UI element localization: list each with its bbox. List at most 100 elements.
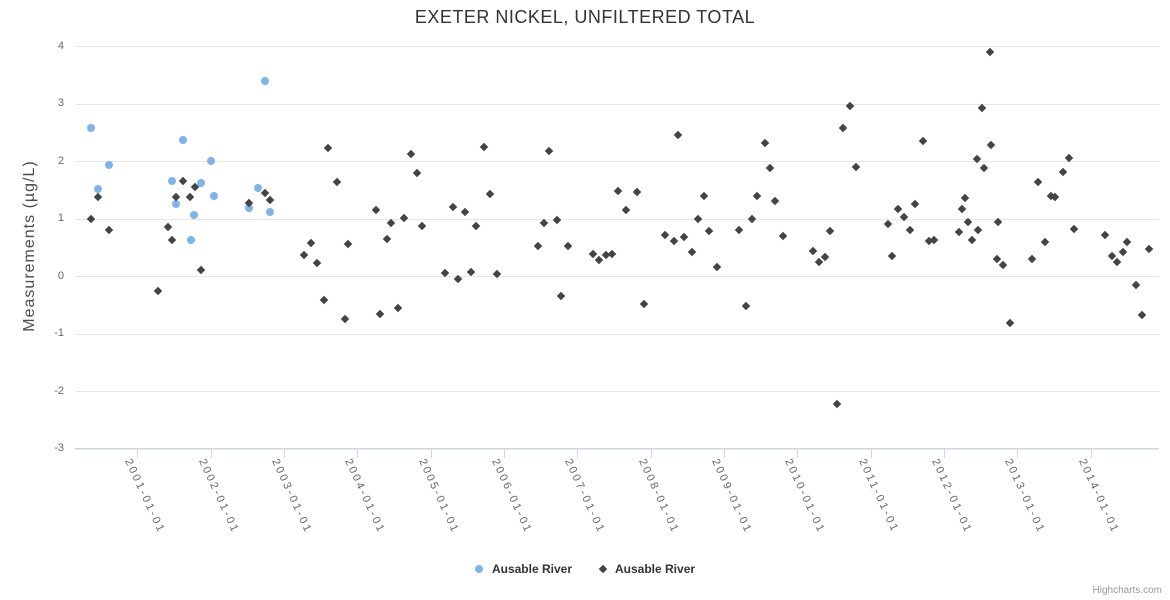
data-point[interactable] bbox=[382, 234, 391, 243]
data-point[interactable] bbox=[669, 236, 679, 246]
data-point[interactable] bbox=[178, 136, 187, 145]
data-point[interactable] bbox=[680, 232, 689, 242]
data-point[interactable] bbox=[747, 214, 757, 224]
data-point[interactable] bbox=[838, 123, 847, 133]
data-point[interactable] bbox=[705, 226, 714, 236]
data-point[interactable] bbox=[485, 189, 495, 199]
data-point[interactable] bbox=[1005, 318, 1015, 327]
data-point[interactable] bbox=[393, 303, 402, 312]
data-point[interactable] bbox=[985, 48, 995, 57]
data-point[interactable] bbox=[633, 187, 642, 197]
data-point[interactable] bbox=[306, 238, 316, 247]
data-point[interactable] bbox=[972, 155, 982, 164]
data-point[interactable] bbox=[693, 214, 702, 223]
data-point[interactable] bbox=[905, 225, 915, 235]
data-point[interactable] bbox=[1027, 254, 1037, 263]
data-point[interactable] bbox=[340, 314, 350, 323]
data-point[interactable] bbox=[266, 208, 275, 217]
data-point[interactable] bbox=[104, 161, 113, 170]
data-point[interactable] bbox=[832, 399, 842, 408]
data-point[interactable] bbox=[375, 309, 385, 319]
data-point[interactable] bbox=[977, 103, 987, 113]
data-point[interactable] bbox=[168, 235, 177, 245]
data-point[interactable] bbox=[190, 211, 199, 220]
data-point[interactable] bbox=[699, 191, 709, 201]
data-point[interactable] bbox=[197, 178, 206, 187]
data-point[interactable] bbox=[179, 176, 188, 186]
data-point[interactable] bbox=[1033, 177, 1043, 186]
data-point[interactable] bbox=[595, 256, 604, 265]
data-point[interactable] bbox=[1112, 257, 1122, 266]
data-point[interactable] bbox=[911, 199, 920, 208]
data-point[interactable] bbox=[372, 205, 381, 215]
data-point[interactable] bbox=[639, 299, 649, 309]
data-point[interactable] bbox=[556, 291, 566, 300]
data-point[interactable] bbox=[814, 257, 823, 267]
data-point[interactable] bbox=[320, 295, 329, 305]
data-point[interactable] bbox=[986, 140, 996, 150]
data-point[interactable] bbox=[210, 191, 219, 200]
data-point[interactable] bbox=[826, 226, 835, 235]
data-point[interactable] bbox=[687, 247, 696, 257]
data-point[interactable] bbox=[851, 163, 861, 172]
data-point[interactable] bbox=[735, 225, 744, 235]
data-point[interactable] bbox=[244, 203, 253, 212]
data-point[interactable] bbox=[760, 138, 770, 147]
data-point[interactable] bbox=[265, 195, 275, 205]
data-point[interactable] bbox=[167, 176, 176, 185]
data-point[interactable] bbox=[163, 222, 173, 231]
data-point[interactable] bbox=[957, 205, 966, 214]
data-point[interactable] bbox=[1070, 225, 1079, 234]
data-point[interactable] bbox=[479, 142, 489, 152]
data-point[interactable] bbox=[471, 221, 481, 231]
data-point[interactable] bbox=[564, 241, 573, 250]
data-point[interactable] bbox=[1131, 280, 1141, 290]
data-point[interactable] bbox=[534, 241, 543, 251]
data-point[interactable] bbox=[545, 146, 554, 155]
data-point[interactable] bbox=[449, 202, 458, 212]
data-point[interactable] bbox=[771, 197, 780, 206]
data-point[interactable] bbox=[260, 76, 269, 85]
data-point[interactable] bbox=[539, 218, 548, 227]
data-point[interactable] bbox=[253, 184, 262, 193]
data-point[interactable] bbox=[919, 136, 928, 146]
data-point[interactable] bbox=[206, 157, 215, 165]
data-point[interactable] bbox=[621, 205, 630, 215]
data-point[interactable] bbox=[87, 124, 96, 133]
data-point[interactable] bbox=[93, 185, 102, 194]
data-point[interactable] bbox=[1118, 247, 1128, 257]
credits-link[interactable]: Highcharts.com bbox=[1092, 585, 1162, 596]
data-point[interactable] bbox=[992, 254, 1001, 263]
data-point[interactable] bbox=[1058, 167, 1067, 177]
data-point[interactable] bbox=[1122, 237, 1131, 246]
data-point[interactable] bbox=[104, 225, 113, 235]
legend-item[interactable]: Ausable River bbox=[474, 562, 572, 576]
data-point[interactable] bbox=[323, 144, 333, 153]
data-point[interactable] bbox=[808, 247, 817, 256]
data-point[interactable] bbox=[417, 221, 427, 231]
data-point[interactable] bbox=[399, 213, 409, 223]
data-point[interactable] bbox=[196, 266, 206, 275]
data-point[interactable] bbox=[406, 149, 416, 159]
data-point[interactable] bbox=[344, 239, 353, 249]
data-point[interactable] bbox=[893, 205, 902, 214]
data-point[interactable] bbox=[185, 192, 195, 201]
data-point[interactable] bbox=[979, 164, 988, 173]
data-point[interactable] bbox=[460, 207, 470, 217]
data-point[interactable] bbox=[1040, 237, 1050, 247]
data-point[interactable] bbox=[887, 252, 897, 261]
data-point[interactable] bbox=[883, 219, 893, 228]
data-point[interactable] bbox=[1100, 230, 1109, 240]
data-point[interactable] bbox=[960, 193, 970, 203]
data-point[interactable] bbox=[974, 225, 983, 235]
data-point[interactable] bbox=[778, 231, 787, 240]
data-point[interactable] bbox=[765, 163, 775, 173]
data-point[interactable] bbox=[172, 199, 181, 208]
data-point[interactable] bbox=[1051, 192, 1060, 201]
data-point[interactable] bbox=[299, 250, 308, 259]
data-point[interactable] bbox=[86, 214, 96, 223]
data-point[interactable] bbox=[608, 249, 617, 258]
data-point[interactable] bbox=[552, 215, 561, 224]
data-point[interactable] bbox=[955, 227, 964, 236]
data-point[interactable] bbox=[661, 230, 670, 239]
